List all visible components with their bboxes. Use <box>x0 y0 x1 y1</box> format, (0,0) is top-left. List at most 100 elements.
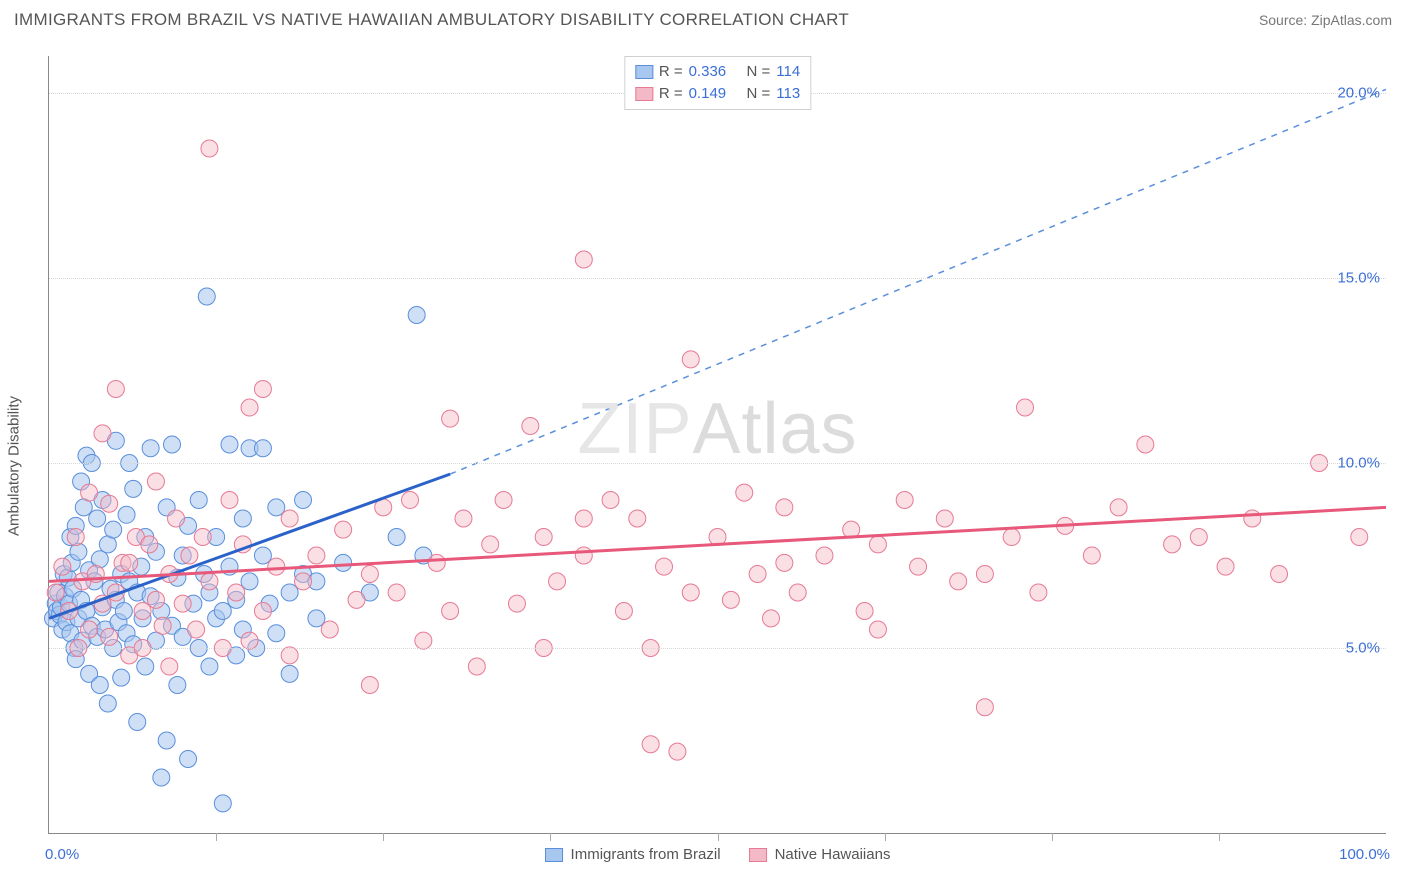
data-point <box>401 492 418 509</box>
data-point <box>281 647 298 664</box>
y-axis-title: Ambulatory Disability <box>6 396 23 536</box>
legend-item-hawaiian: Native Hawaiians <box>749 846 891 863</box>
data-point <box>321 621 338 638</box>
n-value-hawaiian: 113 <box>776 83 800 105</box>
data-point <box>121 554 138 571</box>
data-point <box>615 603 632 620</box>
data-point <box>254 547 271 564</box>
data-point <box>201 658 218 675</box>
data-point <box>142 440 159 457</box>
chart-area: Ambulatory Disability ZIPAtlas R = 0.336… <box>0 40 1406 892</box>
swatch-hawaiian <box>749 848 767 862</box>
data-point <box>1083 547 1100 564</box>
data-point <box>254 440 271 457</box>
data-point <box>495 492 512 509</box>
data-point <box>169 677 186 694</box>
data-point <box>201 573 218 590</box>
data-point <box>442 603 459 620</box>
data-point <box>1217 558 1234 575</box>
data-point <box>428 554 445 571</box>
r-label: R = <box>659 61 683 83</box>
data-point <box>147 473 164 490</box>
data-point <box>99 695 116 712</box>
data-point <box>89 510 106 527</box>
data-point <box>656 558 673 575</box>
data-point <box>91 677 108 694</box>
data-point <box>736 484 753 501</box>
data-point <box>221 492 238 509</box>
data-point <box>241 573 258 590</box>
data-point <box>188 621 205 638</box>
data-point <box>113 669 130 686</box>
data-point <box>281 665 298 682</box>
data-point <box>153 769 170 786</box>
y-tick-label: 20.0% <box>1337 85 1380 102</box>
data-point <box>214 603 231 620</box>
data-point <box>976 566 993 583</box>
data-point <box>468 658 485 675</box>
data-point <box>180 751 197 768</box>
source-name: ZipAtlas.com <box>1311 12 1392 28</box>
data-point <box>1017 399 1034 416</box>
data-point <box>67 529 84 546</box>
data-point <box>54 558 71 575</box>
x-min-label: 0.0% <box>45 846 79 863</box>
data-point <box>335 554 352 571</box>
series-legend: Immigrants from Brazil Native Hawaiians <box>545 846 891 863</box>
data-point <box>221 436 238 453</box>
x-tick <box>1219 833 1220 841</box>
data-point <box>105 521 122 538</box>
x-tick <box>383 833 384 841</box>
data-point <box>1003 529 1020 546</box>
data-point <box>856 603 873 620</box>
data-point <box>181 547 198 564</box>
x-tick <box>885 833 886 841</box>
data-point <box>101 628 118 645</box>
data-point <box>198 288 215 305</box>
gridline <box>49 648 1386 649</box>
n-value-brazil: 114 <box>776 61 800 83</box>
data-point <box>107 381 124 398</box>
data-point <box>642 736 659 753</box>
data-point <box>254 603 271 620</box>
data-point <box>168 510 185 527</box>
data-point <box>535 529 552 546</box>
data-point <box>1190 529 1207 546</box>
r-value-brazil: 0.336 <box>689 61 727 83</box>
data-point <box>789 584 806 601</box>
data-point <box>575 251 592 268</box>
data-point <box>361 677 378 694</box>
data-point <box>361 566 378 583</box>
data-point <box>508 595 525 612</box>
data-point <box>682 351 699 368</box>
gridline <box>49 463 1386 464</box>
data-point <box>295 573 312 590</box>
data-point <box>669 743 686 760</box>
r-label: R = <box>659 83 683 105</box>
data-point <box>388 529 405 546</box>
chart-title: IMMIGRANTS FROM BRAZIL VS NATIVE HAWAIIA… <box>14 10 849 30</box>
data-point <box>442 410 459 427</box>
data-point <box>158 732 175 749</box>
data-point <box>190 492 207 509</box>
data-point <box>415 632 432 649</box>
data-point <box>47 584 64 601</box>
data-point <box>910 558 927 575</box>
correlation-legend: R = 0.336 N = 114 R = 0.149 N = 113 <box>624 56 811 110</box>
swatch-brazil <box>635 65 653 79</box>
data-point <box>281 584 298 601</box>
data-point <box>268 499 285 516</box>
data-point <box>115 603 132 620</box>
x-tick <box>718 833 719 841</box>
data-point <box>118 506 135 523</box>
data-point <box>268 625 285 642</box>
data-point <box>816 547 833 564</box>
legend-row-brazil: R = 0.336 N = 114 <box>635 61 800 83</box>
source-prefix: Source: <box>1259 12 1311 28</box>
data-point <box>408 307 425 324</box>
data-point <box>575 510 592 527</box>
data-point <box>70 543 87 560</box>
y-tick-label: 5.0% <box>1346 640 1380 657</box>
data-point <box>869 621 886 638</box>
legend-item-brazil: Immigrants from Brazil <box>545 846 721 863</box>
